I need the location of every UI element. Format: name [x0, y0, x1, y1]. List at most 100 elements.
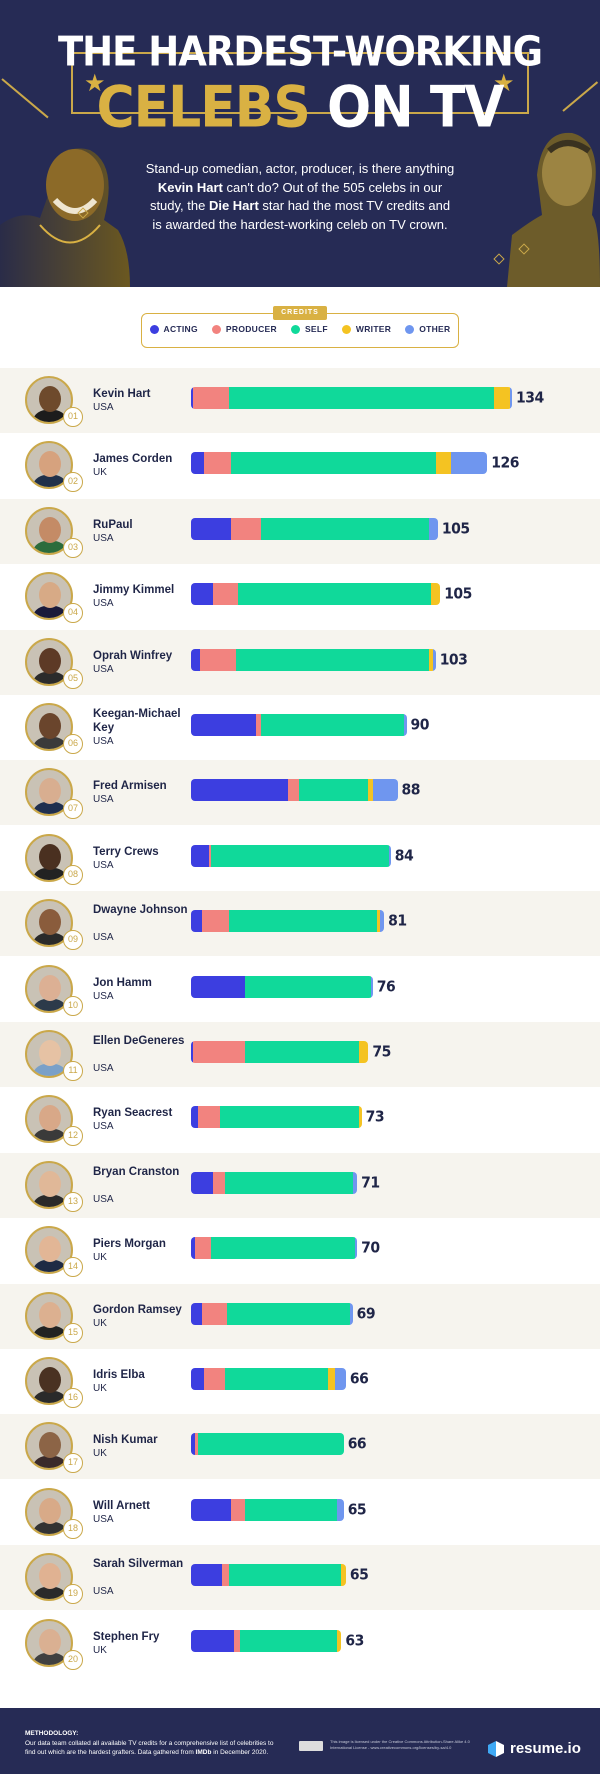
bar-segment-other [352, 1171, 358, 1194]
bar-segment-producer [204, 452, 232, 475]
legend-label: SELF [304, 324, 328, 334]
avatar-face [39, 778, 61, 805]
bar-segment-self [229, 1564, 342, 1587]
legend-label: WRITER [355, 324, 392, 334]
avatar-body [32, 1587, 68, 1600]
methodology-part: Our data team collated all available TV … [25, 1740, 274, 1756]
avatar-body [32, 475, 68, 488]
methodology-text: Our data team collated all available TV … [25, 1739, 285, 1757]
avatar [25, 1030, 73, 1078]
title-celebs: CELEBS [96, 75, 310, 141]
avatar-face [39, 1301, 61, 1328]
stacked-bar [191, 1106, 362, 1129]
avatar-face [39, 647, 61, 674]
table-row: 09 Dwayne Johnson USA 81 [0, 891, 600, 957]
legend-swatch [341, 324, 351, 334]
table-row: 18 Will Arnett USA 65 [0, 1480, 600, 1545]
bar-segment-writer [336, 1629, 342, 1652]
table-row: 16 Idris Elba UK 66 [0, 1349, 600, 1414]
table-row: 11 Ellen DeGeneres USA 75 [0, 1022, 600, 1087]
table-row: 01 Kevin Hart USA 134 [0, 368, 600, 433]
bar-segment-other [354, 1237, 358, 1260]
avatar-body [32, 1456, 68, 1469]
bar-segment-acting [191, 910, 203, 933]
total-credits-label: 65 [347, 1501, 367, 1519]
stacked-bar [191, 1629, 342, 1652]
bar-segment-producer [231, 1498, 245, 1521]
avatar-body [32, 606, 68, 619]
avatar-face [39, 974, 61, 1001]
avatar-face [39, 1367, 61, 1393]
methodology-heading: METHODOLOGY: [25, 1730, 79, 1737]
legend-item-writer: WRITER [341, 324, 392, 334]
legend-item-acting: ACTING [149, 324, 198, 334]
bar-segment-producer [193, 387, 230, 409]
bar-segment-producer [287, 779, 299, 802]
bar-segment-producer [197, 1106, 221, 1129]
bar-segment-acting [191, 1564, 223, 1587]
kevin-hart-portrait [0, 130, 130, 287]
avatar-body [32, 737, 68, 749]
avatar [25, 768, 73, 817]
bar-segment-producer [231, 517, 261, 540]
celeb-country: USA [93, 532, 114, 544]
celeb-country: USA [93, 990, 114, 1002]
total-credits-label: 105 [444, 585, 472, 603]
avatar-face [39, 451, 61, 478]
rank-badge: 11 [63, 1061, 83, 1081]
total-credits-label: 88 [401, 781, 421, 800]
bar-segment-self [229, 910, 378, 933]
bar-segment-other [379, 910, 385, 933]
celeb-name: Will Arnett [93, 1499, 150, 1512]
table-row: 13 Bryan Cranston USA 71 [0, 1152, 600, 1218]
total-credits-label: 76 [376, 977, 396, 996]
avatar-body [32, 802, 68, 815]
avatar [25, 703, 73, 751]
legend-item-other: OTHER [405, 324, 450, 334]
stacked-bar [191, 1498, 344, 1521]
stacked-bar [191, 1171, 358, 1194]
total-credits-label: 70 [361, 1239, 380, 1257]
avatar [25, 1422, 73, 1471]
bar-segment-producer [204, 1368, 225, 1390]
avatar-face [39, 1040, 61, 1066]
stacked-bar [191, 583, 441, 606]
total-credits-label: 65 [349, 1566, 369, 1584]
total-credits-label: 81 [388, 912, 407, 930]
avatar-face [39, 1628, 61, 1655]
celeb-country: USA [93, 1121, 114, 1133]
celeb-name: Oprah Winfrey [93, 649, 173, 662]
avatar-body [32, 1260, 68, 1273]
celeb-name: Bryan Cranston [93, 1165, 180, 1178]
bar-segment-producer [202, 1302, 227, 1325]
bar-segment-producer [195, 1433, 198, 1456]
bar-segment-acting [191, 1041, 194, 1063]
bar-segment-acting [191, 1629, 234, 1652]
total-credits-label: 71 [361, 1174, 380, 1192]
bar-segment-self [231, 452, 436, 475]
rank-badge: 05 [63, 668, 83, 689]
intro-part: can't do? Out of the 505 celebs in our s… [149, 179, 443, 214]
bar-segment-acting [191, 387, 194, 409]
total-credits-label: 84 [394, 847, 414, 865]
bar-segment-other [334, 1368, 346, 1390]
rank-badge: 04 [63, 603, 83, 624]
rank-badge: 08 [63, 864, 83, 885]
avatar-body [32, 1652, 68, 1665]
bar-segment-other [388, 844, 391, 867]
diamond-icon [493, 253, 505, 265]
table-row: 17 Nish Kumar UK 66 [0, 1414, 600, 1480]
avatar-face [39, 1432, 61, 1459]
bar-segment-self [240, 1629, 337, 1652]
legend-item-producer: PRODUCER [211, 324, 277, 334]
celeb-name: Gordon Ramsey [93, 1303, 182, 1316]
avatar [25, 899, 73, 948]
intro-bold-show: Die Hart [208, 198, 259, 213]
avatar-face [39, 582, 61, 609]
star-icon: ★ [493, 70, 515, 97]
celeb-name: Ellen DeGeneres [93, 1035, 185, 1047]
brand-name: resume.io [510, 1740, 581, 1757]
stacked-bar [191, 844, 391, 867]
stacked-bar [191, 517, 438, 540]
stacked-bar [191, 910, 385, 933]
